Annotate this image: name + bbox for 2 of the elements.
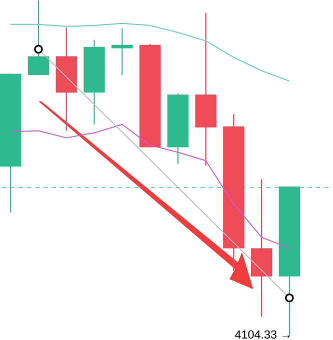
annotation: 4104.33 → (234, 330, 290, 339)
candlestick (28, 0, 50, 76)
